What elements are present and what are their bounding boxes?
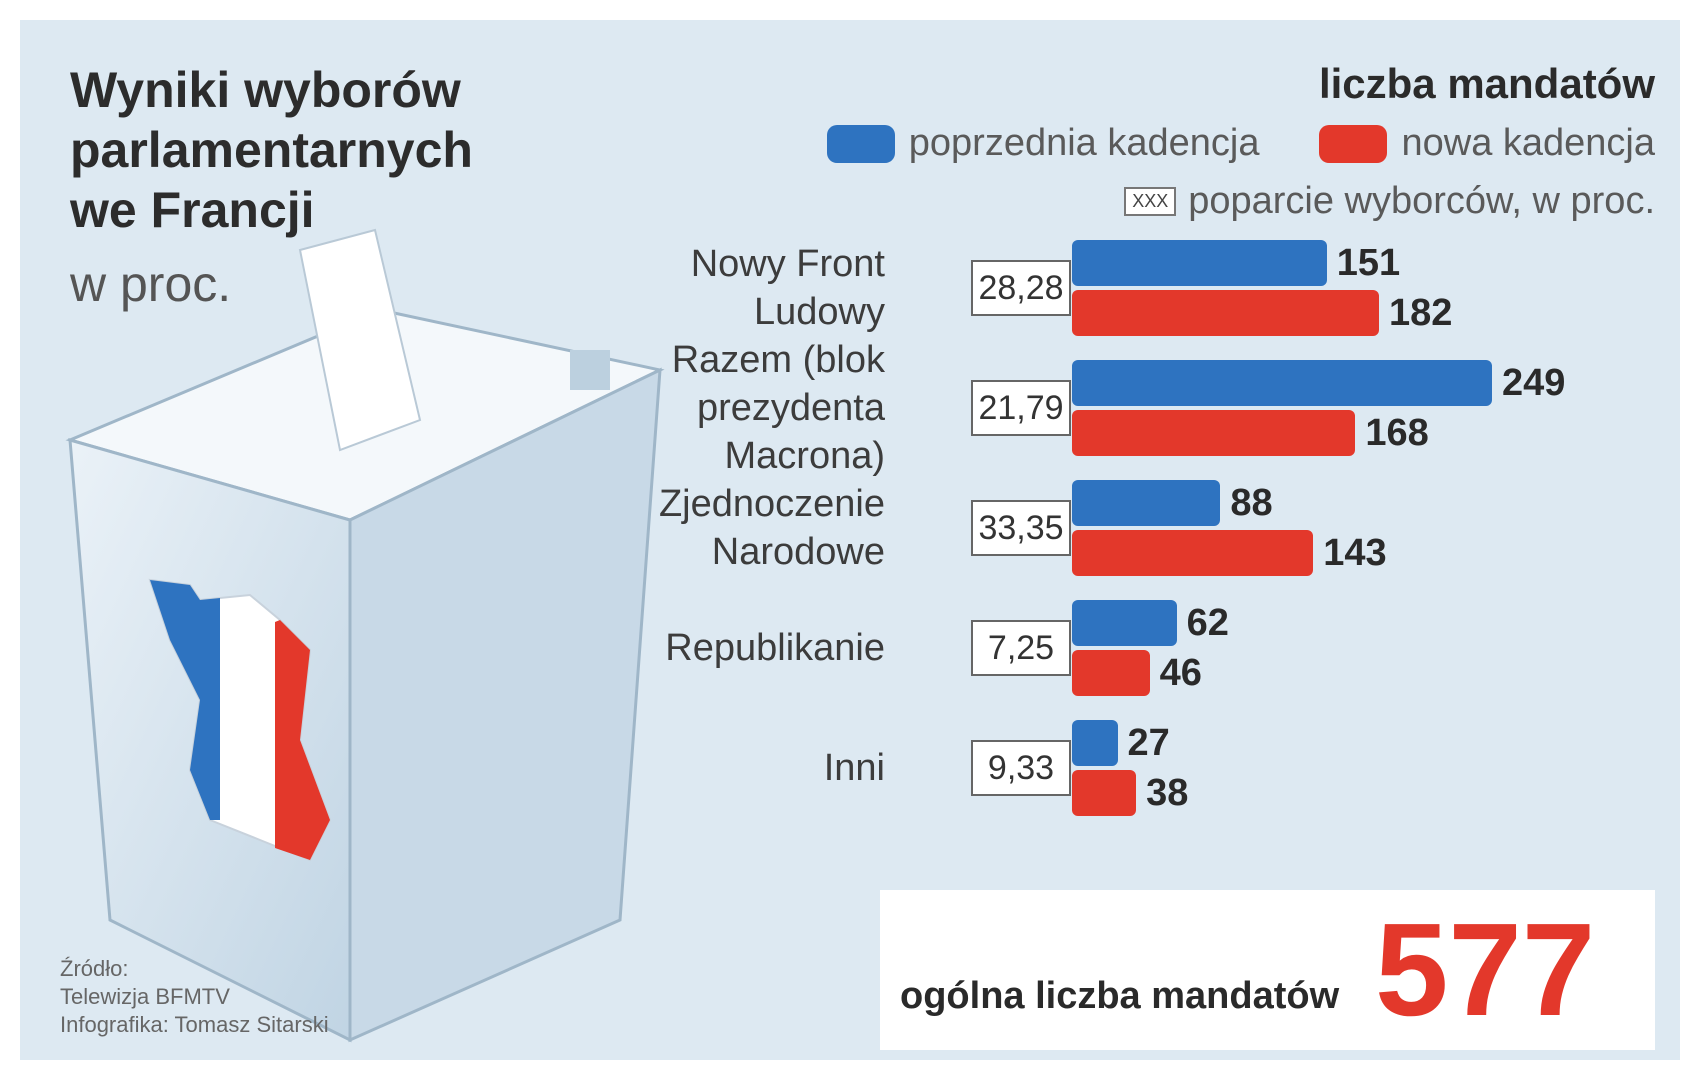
source-line-2: Telewizja BFMTV	[60, 984, 230, 1009]
value-label-previous: 151	[1336, 242, 1401, 284]
legend-support: XXX poparcie wyborców, w proc.	[1124, 180, 1655, 223]
value-label-new: 182	[1388, 292, 1453, 334]
legend-label-previous: poprzednia kadencja	[908, 122, 1260, 164]
value-label-new: 143	[1323, 532, 1387, 574]
bar-new	[1072, 530, 1314, 576]
source-line-1: Źródło:	[60, 956, 129, 981]
source-line-3: Infografika: Tomasz Sitarski	[60, 1012, 329, 1037]
support-percent-box: 21,79	[971, 380, 1071, 436]
chart-title: Wyniki wyborów parlamentarnych we Francj…	[70, 60, 610, 240]
value-label-previous: 27	[1127, 722, 1170, 764]
bar-new	[1072, 770, 1137, 816]
value-label-new: 38	[1146, 772, 1189, 814]
support-percent-box: 9,33	[971, 740, 1071, 796]
support-percent-box: 28,28	[971, 260, 1071, 316]
bar-new	[1072, 410, 1356, 456]
legend-title: liczba mandatów	[1318, 60, 1655, 107]
legend-label-new: nowa kadencja	[1401, 122, 1655, 164]
title-line-2: parlamentarnych	[70, 122, 473, 178]
source-note: Źródło: Telewizja BFMTV Infografika: Tom…	[60, 955, 329, 1039]
chart-subtitle: w proc.	[70, 256, 232, 312]
bar-new	[1072, 650, 1150, 696]
category-label: Republikanie	[665, 627, 885, 669]
value-label-new: 46	[1159, 652, 1202, 694]
category-label: Razem (blok prezydenta Macrona)	[671, 339, 885, 477]
value-label-previous: 62	[1186, 602, 1229, 644]
infographic-panel: Wyniki wyborów parlamentarnych we Francj…	[20, 20, 1680, 1060]
title-line-1: Wyniki wyborów	[70, 62, 461, 118]
bar-previous	[1072, 600, 1177, 646]
bar-previous	[1072, 480, 1221, 526]
title-line-3: we Francji	[70, 182, 315, 238]
value-label-new: 168	[1365, 412, 1429, 454]
total-value: 577	[1375, 896, 1596, 1043]
seats-bar-chart: Nowy Front Ludowy 28,28 151 182 Razem (blok pr…	[20, 20, 1680, 1060]
bar-new	[1072, 290, 1379, 336]
category-label: Nowy Front Ludowy	[690, 243, 885, 333]
value-label-previous: 249	[1502, 362, 1566, 404]
total-label: ogólna liczba mandatów	[900, 975, 1340, 1017]
bar-previous	[1072, 240, 1327, 286]
legend-swatch-new	[1319, 124, 1388, 163]
legend-series: poprzednia kadencja nowa kadencja	[826, 122, 1655, 165]
legend-swatch-previous	[826, 124, 895, 163]
support-percent-box: 7,25	[971, 620, 1071, 676]
support-percent-box: 33,35	[971, 500, 1071, 556]
legend-box-label: poparcie wyborców, w proc.	[1188, 180, 1655, 222]
legend-box-sample: XXX	[1124, 187, 1177, 216]
bar-previous	[1072, 720, 1118, 766]
ballot-box-illustration	[65, 228, 665, 1043]
bar-previous	[1072, 360, 1492, 406]
category-label: Inni	[823, 747, 885, 789]
category-label: Zjednoczenie Narodowe	[658, 483, 885, 573]
total-strip	[880, 890, 1655, 1050]
value-label-previous: 88	[1230, 482, 1273, 524]
